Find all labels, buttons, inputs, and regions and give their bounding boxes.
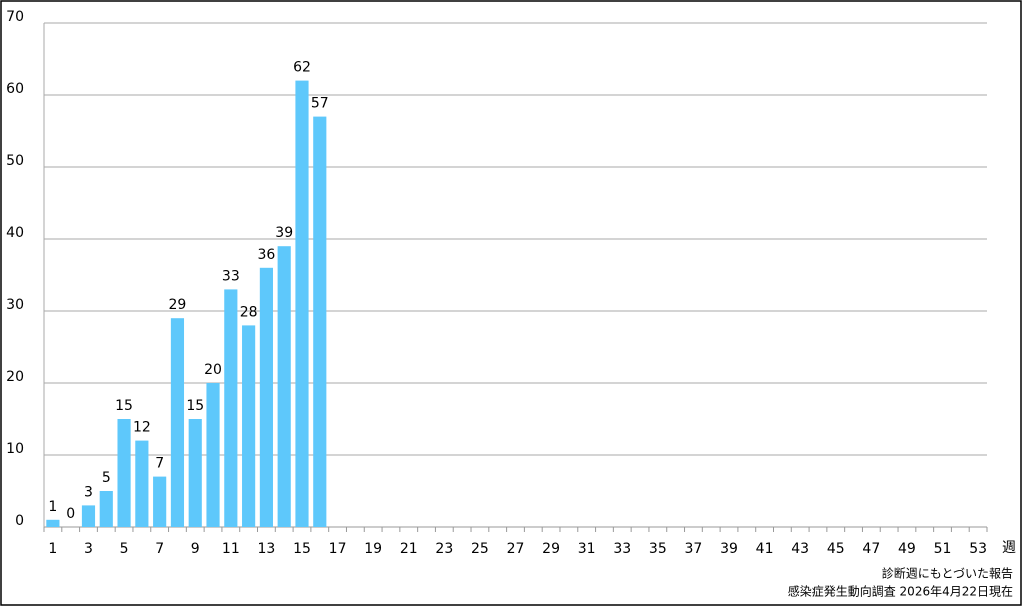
bar [81, 505, 96, 527]
x-tick-label: 5 [120, 541, 129, 557]
data-label: 20 [204, 362, 222, 378]
y-tick-label: 70 [6, 9, 24, 25]
data-label: 3 [84, 484, 93, 500]
bar [170, 318, 185, 527]
x-tick-label: 13 [257, 541, 275, 557]
y-tick-label: 20 [6, 369, 24, 385]
data-label: 15 [115, 398, 133, 414]
data-label: 39 [275, 225, 293, 241]
x-tick-label: 29 [542, 541, 560, 557]
x-tick-label: 31 [578, 541, 596, 557]
x-tick-label: 33 [613, 541, 631, 557]
bar [117, 419, 131, 527]
note: 感染症発生動向調査 2026年4月22日現在 [788, 584, 1013, 599]
y-tick-label: 30 [6, 297, 24, 313]
y-tick-label: 50 [6, 153, 24, 169]
data-label: 7 [155, 456, 164, 472]
x-tick-label: 45 [827, 541, 845, 557]
x-tick-label: 25 [471, 541, 489, 557]
data-label: 28 [240, 304, 258, 320]
data-label: 1 [48, 499, 57, 515]
y-tick-label: 40 [6, 225, 24, 241]
y-tick-label: 60 [6, 81, 24, 97]
x-tick-label: 47 [862, 541, 880, 557]
x-tick-label: 37 [685, 541, 703, 557]
note: 診断週にもとづいた報告 [882, 566, 1013, 581]
data-label: 0 [66, 506, 75, 522]
bar [259, 267, 273, 527]
x-tick-label: 39 [720, 541, 738, 557]
x-tick-label: 1 [48, 541, 57, 557]
x-tick-label: 27 [507, 541, 525, 557]
x-tick-label: 3 [84, 541, 93, 557]
bar [224, 289, 238, 527]
data-label: 33 [222, 268, 240, 284]
data-label: 15 [186, 398, 204, 414]
x-tick-label: 51 [934, 541, 952, 557]
x-tick-label: 35 [649, 541, 667, 557]
data-label: 62 [293, 60, 311, 76]
x-tick-label: 53 [969, 541, 987, 557]
data-label: 5 [102, 470, 111, 486]
x-axis-label: 週 [1002, 540, 1016, 556]
x-tick-label: 9 [191, 541, 200, 557]
x-tick-label: 21 [400, 541, 418, 557]
x-tick-label: 49 [898, 541, 916, 557]
bar [313, 116, 327, 527]
x-tick-label: 7 [155, 541, 164, 557]
y-tick-label: 0 [15, 513, 24, 529]
bar [277, 246, 291, 527]
bar [206, 383, 220, 527]
x-tick-label: 41 [756, 541, 774, 557]
bar [135, 440, 149, 527]
x-tick-label: 19 [364, 541, 382, 557]
bar [46, 519, 60, 527]
data-label: 36 [257, 247, 275, 263]
bar [242, 325, 256, 527]
data-label: 57 [311, 96, 329, 112]
bar [99, 491, 113, 527]
bar [295, 80, 309, 527]
data-label: 29 [169, 297, 187, 313]
x-tick-label: 23 [435, 541, 453, 557]
x-tick-label: 15 [293, 541, 311, 557]
bar [188, 419, 202, 527]
bar [153, 476, 167, 527]
x-tick-label: 17 [329, 541, 347, 557]
x-tick-label: 11 [222, 541, 240, 557]
x-tick-label: 43 [791, 541, 809, 557]
y-tick-label: 10 [6, 441, 24, 457]
data-label: 12 [133, 420, 151, 436]
